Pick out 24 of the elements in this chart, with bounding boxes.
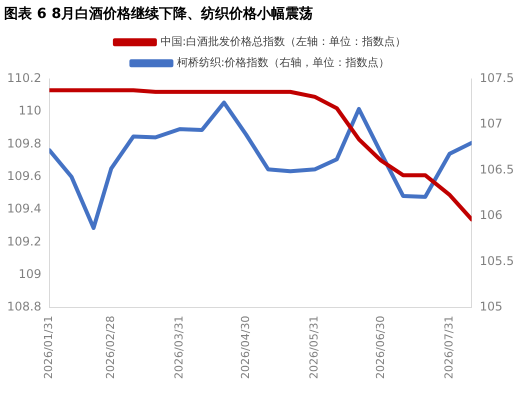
x-tick-label: 2026/04/30 <box>238 316 252 380</box>
y-tick-label: 108.8 <box>6 300 42 314</box>
x-tick-label: 2026/02/28 <box>104 316 118 380</box>
y2-tick-label: 106.5 <box>480 162 514 176</box>
x-tick-label: 2026/06/30 <box>374 316 387 380</box>
y2-tick-label: 106 <box>480 208 503 222</box>
x-tick-label: 2026/01/31 <box>42 316 56 380</box>
y-tick-label: 110.2 <box>6 70 42 85</box>
y2-tick-label: 107.5 <box>480 70 514 85</box>
x-tick-label: 2026/05/31 <box>308 316 321 380</box>
x-tick-label: 2026/07/31 <box>442 316 456 380</box>
y-tick-label: 110 <box>18 104 42 118</box>
y-tick-label: 109.4 <box>6 202 42 216</box>
legend-label: 中国:白酒批发价格总指数（左轴：单位：指数点） <box>160 35 406 48</box>
y-tick-label: 109.6 <box>6 168 42 183</box>
chart-title: 图表 6 8月白酒价格继续下降、纺织价格小幅震荡 <box>4 5 314 22</box>
y-tick-label: 109.8 <box>6 136 42 150</box>
y-tick-label: 109 <box>18 267 42 282</box>
y2-tick-label: 107 <box>480 116 503 131</box>
y2-tick-label: 105.5 <box>480 254 514 268</box>
x-tick-label: 2026/03/31 <box>172 316 186 380</box>
legend-label: 柯桥纺织:价格指数（右轴，单位：指数点） <box>176 56 390 70</box>
y-tick-label: 109.2 <box>6 234 42 248</box>
y2-tick-label: 105 <box>480 300 503 314</box>
